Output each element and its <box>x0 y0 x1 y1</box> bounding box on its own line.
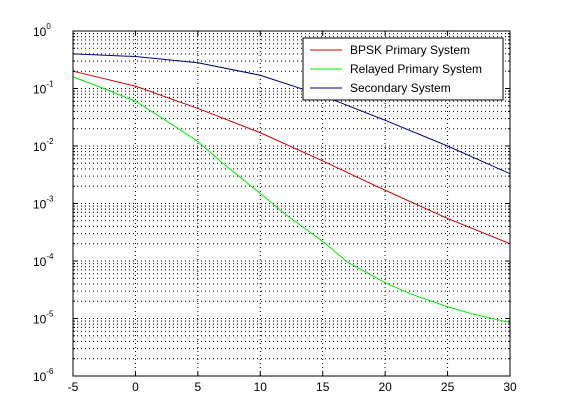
series-line-2 <box>72 76 511 324</box>
x-tick-label: 30 <box>503 380 517 394</box>
x-tick-label: 25 <box>441 380 455 394</box>
legend-entries: BPSK Primary System Relayed Primary Syste… <box>310 43 482 95</box>
y-tick-label: 10-1 <box>33 80 54 97</box>
x-tick-label: 0 <box>132 380 139 394</box>
legend-label-3: Secondary System <box>350 81 451 95</box>
x-tick-label: 5 <box>195 380 202 394</box>
y-tick-label: 10-4 <box>33 252 54 269</box>
series-lines <box>72 53 511 324</box>
series-line-3 <box>72 53 511 175</box>
x-tick-label: 20 <box>378 380 392 394</box>
y-tick-label: 10-5 <box>33 310 54 327</box>
legend: BPSK Primary System Relayed Primary Syste… <box>302 37 504 101</box>
legend-label-1: BPSK Primary System <box>350 43 470 57</box>
x-tick-label: 15 <box>316 380 330 394</box>
series-line-1 <box>72 70 511 245</box>
axis-ticks <box>72 30 511 377</box>
y-tick-label: 100 <box>33 22 51 39</box>
x-tick-label: 10 <box>254 380 268 394</box>
y-tick-label: 10-6 <box>33 367 54 384</box>
x-tick-label: -5 <box>68 380 79 394</box>
legend-label-2: Relayed Primary System <box>350 62 482 76</box>
x-axis-tick-labels: -5 0 5 10 15 20 25 30 <box>68 380 517 394</box>
y-tick-label: 10-3 <box>33 195 54 212</box>
y-axis-tick-labels: 100 10-1 10-2 10-3 10-4 10-5 10-6 <box>33 22 54 384</box>
y-tick-label: 10-2 <box>33 137 54 154</box>
